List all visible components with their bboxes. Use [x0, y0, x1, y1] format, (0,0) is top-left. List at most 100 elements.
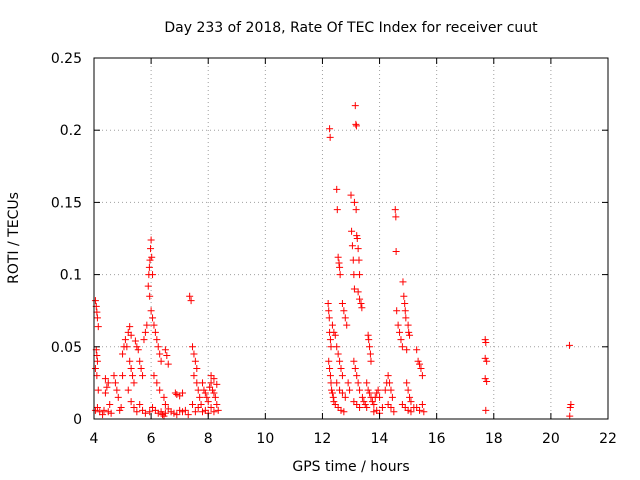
- data-point: [330, 328, 338, 336]
- data-point: [333, 206, 341, 214]
- data-point: [366, 389, 374, 397]
- data-point: [354, 245, 362, 253]
- data-point: [416, 406, 424, 414]
- data-point: [417, 364, 425, 372]
- data-point: [194, 403, 202, 411]
- data-point: [207, 403, 215, 411]
- data-point: [337, 364, 345, 372]
- axis-ticks: [93, 57, 609, 420]
- data-point: [150, 372, 158, 380]
- data-point: [147, 307, 155, 315]
- data-point: [481, 375, 489, 383]
- data-point: [126, 357, 134, 365]
- data-point: [130, 403, 138, 411]
- x-tick-label: 10: [256, 431, 274, 447]
- data-point: [352, 206, 360, 214]
- data-point: [338, 372, 346, 380]
- data-point: [397, 336, 405, 344]
- data-point: [387, 403, 395, 411]
- data-point: [156, 350, 164, 358]
- data-point: [405, 328, 413, 336]
- data-point: [356, 386, 364, 394]
- data-point: [388, 393, 396, 401]
- data-point: [483, 357, 491, 365]
- data-point: [406, 331, 414, 339]
- x-tick-label: 20: [542, 431, 560, 447]
- data-point: [123, 343, 131, 351]
- data-point: [398, 401, 406, 409]
- data-point: [326, 125, 334, 133]
- data-point: [325, 314, 333, 322]
- data-point: [328, 389, 336, 397]
- data-point: [392, 247, 400, 255]
- data-point: [207, 379, 215, 387]
- y-axis-label: ROTI / TECUs: [6, 192, 22, 284]
- data-point: [170, 409, 178, 417]
- data-point: [363, 403, 371, 411]
- data-point: [352, 120, 360, 128]
- data-point: [189, 401, 197, 409]
- data-point: [93, 372, 101, 380]
- data-point: [378, 403, 386, 411]
- data-point: [325, 357, 333, 365]
- data-point: [119, 350, 127, 358]
- data-point: [91, 364, 99, 372]
- data-point: [96, 408, 104, 416]
- data-point: [353, 232, 361, 240]
- data-point: [214, 406, 222, 414]
- data-point: [366, 350, 374, 358]
- data-point: [133, 343, 141, 351]
- data-point: [148, 253, 156, 261]
- x-tick-labels: 4 6 8 10 12 14 16 18 20 22: [90, 431, 617, 447]
- x-tick-label: 12: [314, 431, 332, 447]
- data-points: [91, 102, 575, 420]
- data-point: [154, 343, 162, 351]
- data-point: [399, 278, 407, 286]
- data-point: [146, 256, 154, 264]
- data-point: [401, 299, 409, 307]
- data-point: [567, 401, 575, 409]
- data-point: [402, 314, 410, 322]
- data-point: [328, 386, 336, 394]
- data-point: [353, 372, 361, 380]
- data-point: [357, 299, 365, 307]
- data-point: [121, 336, 129, 344]
- data-point: [401, 403, 409, 411]
- data-point: [324, 299, 332, 307]
- data-point: [140, 336, 148, 344]
- y-tick-labels: 0 0.05 0.1 0.15 0.2 0.25: [51, 51, 82, 428]
- data-point: [343, 321, 351, 329]
- data-point: [94, 386, 102, 394]
- data-point: [119, 372, 127, 380]
- data-point: [100, 406, 108, 414]
- data-point: [336, 271, 344, 279]
- data-point: [341, 393, 349, 401]
- data-point: [190, 350, 198, 358]
- data-point: [416, 360, 424, 368]
- data-point: [384, 372, 392, 380]
- y-tick-label: 0.1: [60, 268, 82, 284]
- data-point: [347, 191, 355, 199]
- data-point: [336, 263, 344, 271]
- data-point: [203, 393, 211, 401]
- x-tick-label: 18: [485, 431, 503, 447]
- data-point: [184, 411, 192, 419]
- data-point: [186, 292, 194, 300]
- data-point: [370, 401, 378, 409]
- data-point: [164, 360, 172, 368]
- data-point: [210, 389, 218, 397]
- data-point: [374, 386, 382, 394]
- data-point: [211, 393, 219, 401]
- data-point: [413, 403, 421, 411]
- data-point: [420, 408, 428, 416]
- y-tick-label: 0.05: [51, 340, 82, 356]
- chart-title: Day 233 of 2018, Rate Of TEC Index for r…: [164, 20, 538, 36]
- data-point: [326, 133, 334, 141]
- data-point: [145, 263, 153, 271]
- data-point: [353, 235, 361, 242]
- data-point: [147, 245, 155, 253]
- data-point: [157, 357, 165, 365]
- data-point: [333, 379, 341, 387]
- data-point: [386, 379, 394, 387]
